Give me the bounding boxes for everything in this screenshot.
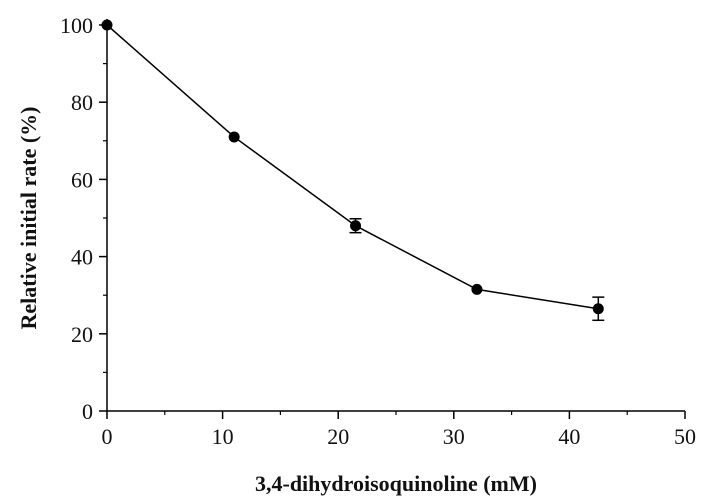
axes — [106, 19, 685, 412]
series-line — [106, 24, 599, 310]
y-tick-label: 40 — [71, 245, 93, 270]
x-tick-label: 10 — [212, 424, 234, 449]
y-tick-label: 60 — [71, 167, 93, 192]
data-point — [228, 131, 240, 143]
y-tick-label: 20 — [71, 322, 93, 347]
x-tick-label: 30 — [443, 424, 465, 449]
x-tick-label: 50 — [674, 424, 696, 449]
x-tick-label: 20 — [327, 424, 349, 449]
y-tick-label: 80 — [71, 90, 93, 115]
data-point — [592, 303, 604, 315]
y-tick-label: 100 — [60, 13, 93, 38]
data-point — [350, 220, 362, 232]
y-axis-label: Relative initial rate (%) — [16, 107, 41, 330]
x-axis-label: 3,4-dihydroisoquinoline (mM) — [255, 471, 537, 496]
data-point — [471, 283, 483, 295]
y-axis-ticks: 0 20 40 60 80 100 — [60, 13, 107, 424]
data-point — [101, 19, 113, 31]
x-axis-ticks: 0 10 20 30 40 50 — [102, 411, 696, 449]
x-tick-label: 40 — [558, 424, 580, 449]
x-tick-label: 0 — [102, 424, 113, 449]
y-tick-label: 0 — [82, 399, 93, 424]
series-layer — [101, 19, 605, 322]
